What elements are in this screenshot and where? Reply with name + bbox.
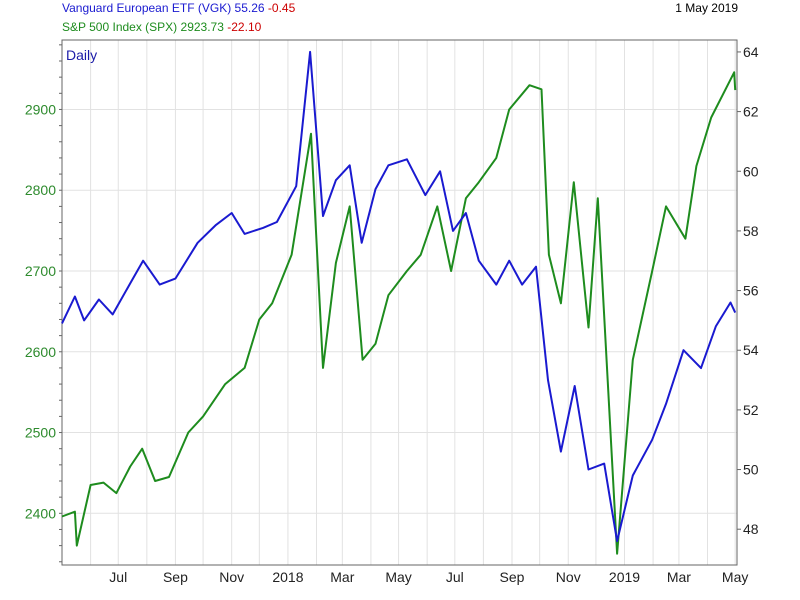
spx-price: 2923.73 <box>180 20 224 34</box>
right-tick-label: 54 <box>743 342 759 358</box>
left-tick-label: 2500 <box>25 425 56 441</box>
x-tick-label: May <box>722 569 748 585</box>
spx-header: S&P 500 Index (SPX) 2923.73 -22.10 <box>62 20 261 34</box>
right-tick-label: 52 <box>743 402 759 418</box>
spx-series-line <box>61 71 737 555</box>
x-tick-label: 2019 <box>609 569 640 585</box>
left-tick-label: 2800 <box>25 182 56 198</box>
left-tick-label: 2600 <box>25 344 56 360</box>
grid-lines <box>62 40 737 565</box>
series-lines <box>61 50 737 555</box>
left-tick-label: 2400 <box>25 505 56 521</box>
x-tick-label: Mar <box>667 569 691 585</box>
x-tick-label: Jul <box>109 569 127 585</box>
right-tick-label: 60 <box>743 163 759 179</box>
right-tick-label: 48 <box>743 521 759 537</box>
x-tick-label: Sep <box>163 569 188 585</box>
chart-date: 1 May 2019 <box>675 1 738 15</box>
x-tick-label: Jul <box>446 569 464 585</box>
spx-label: S&P 500 Index (SPX) <box>62 20 178 34</box>
left-tick-label: 2700 <box>25 263 56 279</box>
right-axis-ticks: 48 50 52 54 56 58 60 62 64 <box>737 44 759 537</box>
x-tick-label: Sep <box>500 569 525 585</box>
spx-change: -22.10 <box>227 20 262 34</box>
right-tick-label: 58 <box>743 223 759 239</box>
left-axis-ticks: 2400 2500 2600 2700 2800 2900 <box>25 44 62 563</box>
vgk-change: -0.45 <box>267 1 296 15</box>
right-tick-label: 56 <box>743 283 759 299</box>
x-tick-label: Nov <box>219 569 244 585</box>
x-tick-label: 2018 <box>272 569 303 585</box>
right-tick-label: 64 <box>743 44 759 60</box>
left-tick-label: 2900 <box>25 101 56 117</box>
plot-frame <box>61 39 738 566</box>
right-tick-label: 50 <box>743 462 759 478</box>
right-tick-label: 62 <box>743 104 759 120</box>
x-tick-label: May <box>385 569 411 585</box>
vgk-header: Vanguard European ETF (VGK) 55.26 -0.45 <box>62 1 295 15</box>
vgk-label: Vanguard European ETF (VGK) <box>62 1 232 15</box>
vgk-series-line <box>61 50 737 543</box>
vgk-price: 55.26 <box>234 1 265 15</box>
x-tick-label: Mar <box>330 569 354 585</box>
interval-label: Daily <box>66 47 97 63</box>
x-tick-label: Nov <box>556 569 581 585</box>
x-axis-ticks: Jul Sep Nov 2018 Mar May Jul Sep Nov 2019 Mar May <box>109 569 748 585</box>
